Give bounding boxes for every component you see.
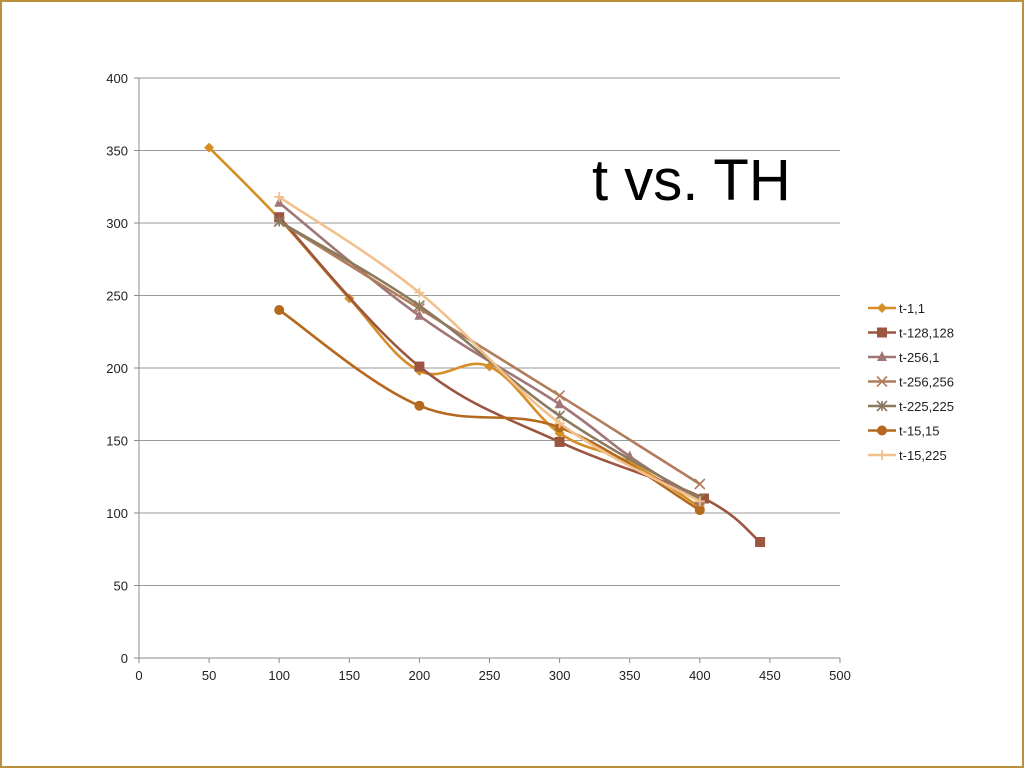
legend-marker — [877, 425, 887, 436]
series-line — [277, 195, 702, 503]
y-tick-label: 300 — [106, 216, 128, 231]
x-tick-label: 150 — [338, 668, 360, 683]
legend-label: t-15,15 — [899, 424, 939, 439]
legend-item: t-225,225 — [868, 399, 954, 414]
legend-item: t-15,15 — [868, 424, 939, 439]
data-point — [554, 436, 565, 447]
y-tick-label: 400 — [106, 71, 128, 86]
x-tick-label: 300 — [549, 668, 571, 683]
x-tick-label: 500 — [829, 668, 851, 683]
y-tick-label: 50 — [114, 579, 128, 594]
legend-label: t-15,225 — [899, 448, 947, 463]
data-point — [694, 478, 706, 490]
x-tick-label: 350 — [619, 668, 641, 683]
y-tick-label: 100 — [106, 506, 128, 521]
legend-item: t-256,1 — [868, 350, 939, 365]
data-point — [554, 398, 565, 409]
data-point — [755, 537, 766, 547]
x-tick-label: 250 — [479, 668, 501, 683]
legend-marker — [877, 351, 887, 361]
y-tick-label: 350 — [106, 144, 128, 159]
data-point — [554, 389, 566, 402]
x-tick-label: 0 — [135, 668, 142, 683]
x-tick-label: 50 — [202, 668, 216, 683]
data-point — [204, 142, 215, 153]
y-tick-label: 200 — [106, 361, 128, 376]
data-point — [694, 505, 705, 516]
data-point — [414, 287, 425, 298]
legend-label: t-256,256 — [899, 375, 954, 390]
data-point — [554, 418, 565, 429]
data-point — [694, 496, 705, 507]
x-tick-label: 200 — [409, 668, 431, 683]
legend-label: t-225,225 — [899, 399, 954, 414]
x-tick-label: 100 — [268, 668, 290, 683]
y-tick-label: 150 — [106, 434, 128, 449]
legend-marker — [876, 375, 888, 388]
data-point — [414, 309, 425, 320]
x-tick-label: 400 — [689, 668, 711, 683]
legend-item: t-1,1 — [868, 301, 925, 316]
legend-label: t-256,1 — [899, 350, 939, 365]
series-t-15,225 — [274, 191, 705, 507]
data-point — [414, 400, 425, 411]
series-line — [277, 220, 702, 486]
legend-label: t-1,1 — [899, 301, 925, 316]
legend-label: t-128,128 — [899, 326, 954, 341]
legend-marker — [877, 327, 887, 338]
legend-marker — [877, 303, 887, 313]
data-point — [414, 361, 425, 372]
legend-item: t-256,256 — [868, 375, 954, 390]
legend-item: t-128,128 — [868, 326, 954, 341]
data-point — [413, 300, 425, 312]
data-point — [274, 191, 285, 202]
y-tick-label: 250 — [106, 289, 128, 304]
series-t-256,256 — [273, 215, 706, 490]
y-tick-label: 0 — [121, 651, 128, 666]
data-point — [699, 493, 710, 504]
data-point — [274, 305, 285, 315]
legend-marker — [876, 400, 888, 412]
legend-item: t-15,225 — [868, 448, 947, 463]
data-point — [273, 215, 285, 228]
x-tick-label: 450 — [759, 668, 781, 683]
chart-title: t vs. TH — [592, 148, 791, 213]
legend-marker — [877, 450, 887, 460]
